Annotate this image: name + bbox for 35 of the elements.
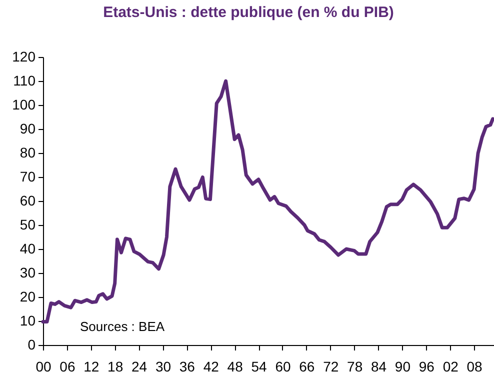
y-tick-label: 80 (20, 144, 36, 160)
x-tick-label: 90 (394, 358, 411, 374)
x-tick-label: 02 (442, 358, 459, 374)
y-tick-label: 90 (20, 120, 36, 136)
x-tick-label: 60 (275, 358, 291, 374)
y-tick-label: 0 (28, 336, 36, 352)
y-tick-label: 110 (13, 72, 36, 88)
x-tick-label: 24 (132, 358, 148, 374)
y-tick-label: 100 (12, 96, 36, 112)
y-tick-label: 40 (20, 240, 36, 256)
x-tick-label: 66 (299, 358, 315, 374)
y-tick-label: 10 (20, 312, 36, 328)
x-tick-label: 84 (370, 358, 387, 374)
x-tick-label: 42 (203, 358, 220, 374)
x-tick-label: 54 (251, 358, 268, 374)
x-tick-label: 36 (179, 358, 196, 374)
x-tick-label: 12 (84, 358, 100, 374)
y-tick-label: 20 (20, 288, 36, 304)
x-tick-label: 30 (155, 358, 172, 374)
annotation: Sources : BEA (80, 319, 165, 334)
x-tick-label: 72 (323, 358, 339, 374)
x-tick-label: 00 (36, 358, 52, 374)
x-tick-label: 96 (418, 358, 435, 374)
y-tick-label: 60 (20, 192, 36, 208)
x-tick-label: 78 (347, 358, 363, 374)
x-tick-label: 48 (227, 358, 244, 374)
y-tick-label: 70 (20, 168, 36, 184)
x-tick-label: 06 (60, 358, 76, 374)
line-series (41, 79, 494, 324)
x-tick-label: 08 (466, 358, 483, 374)
y-tick-label: 30 (20, 264, 36, 280)
y-tick-label: 120 (12, 48, 36, 64)
y-tick-label: 50 (20, 216, 36, 232)
x-tick-label: 18 (108, 358, 124, 374)
chart-title: Etats-Unis : dette publique (en % du PIB) (103, 4, 394, 21)
